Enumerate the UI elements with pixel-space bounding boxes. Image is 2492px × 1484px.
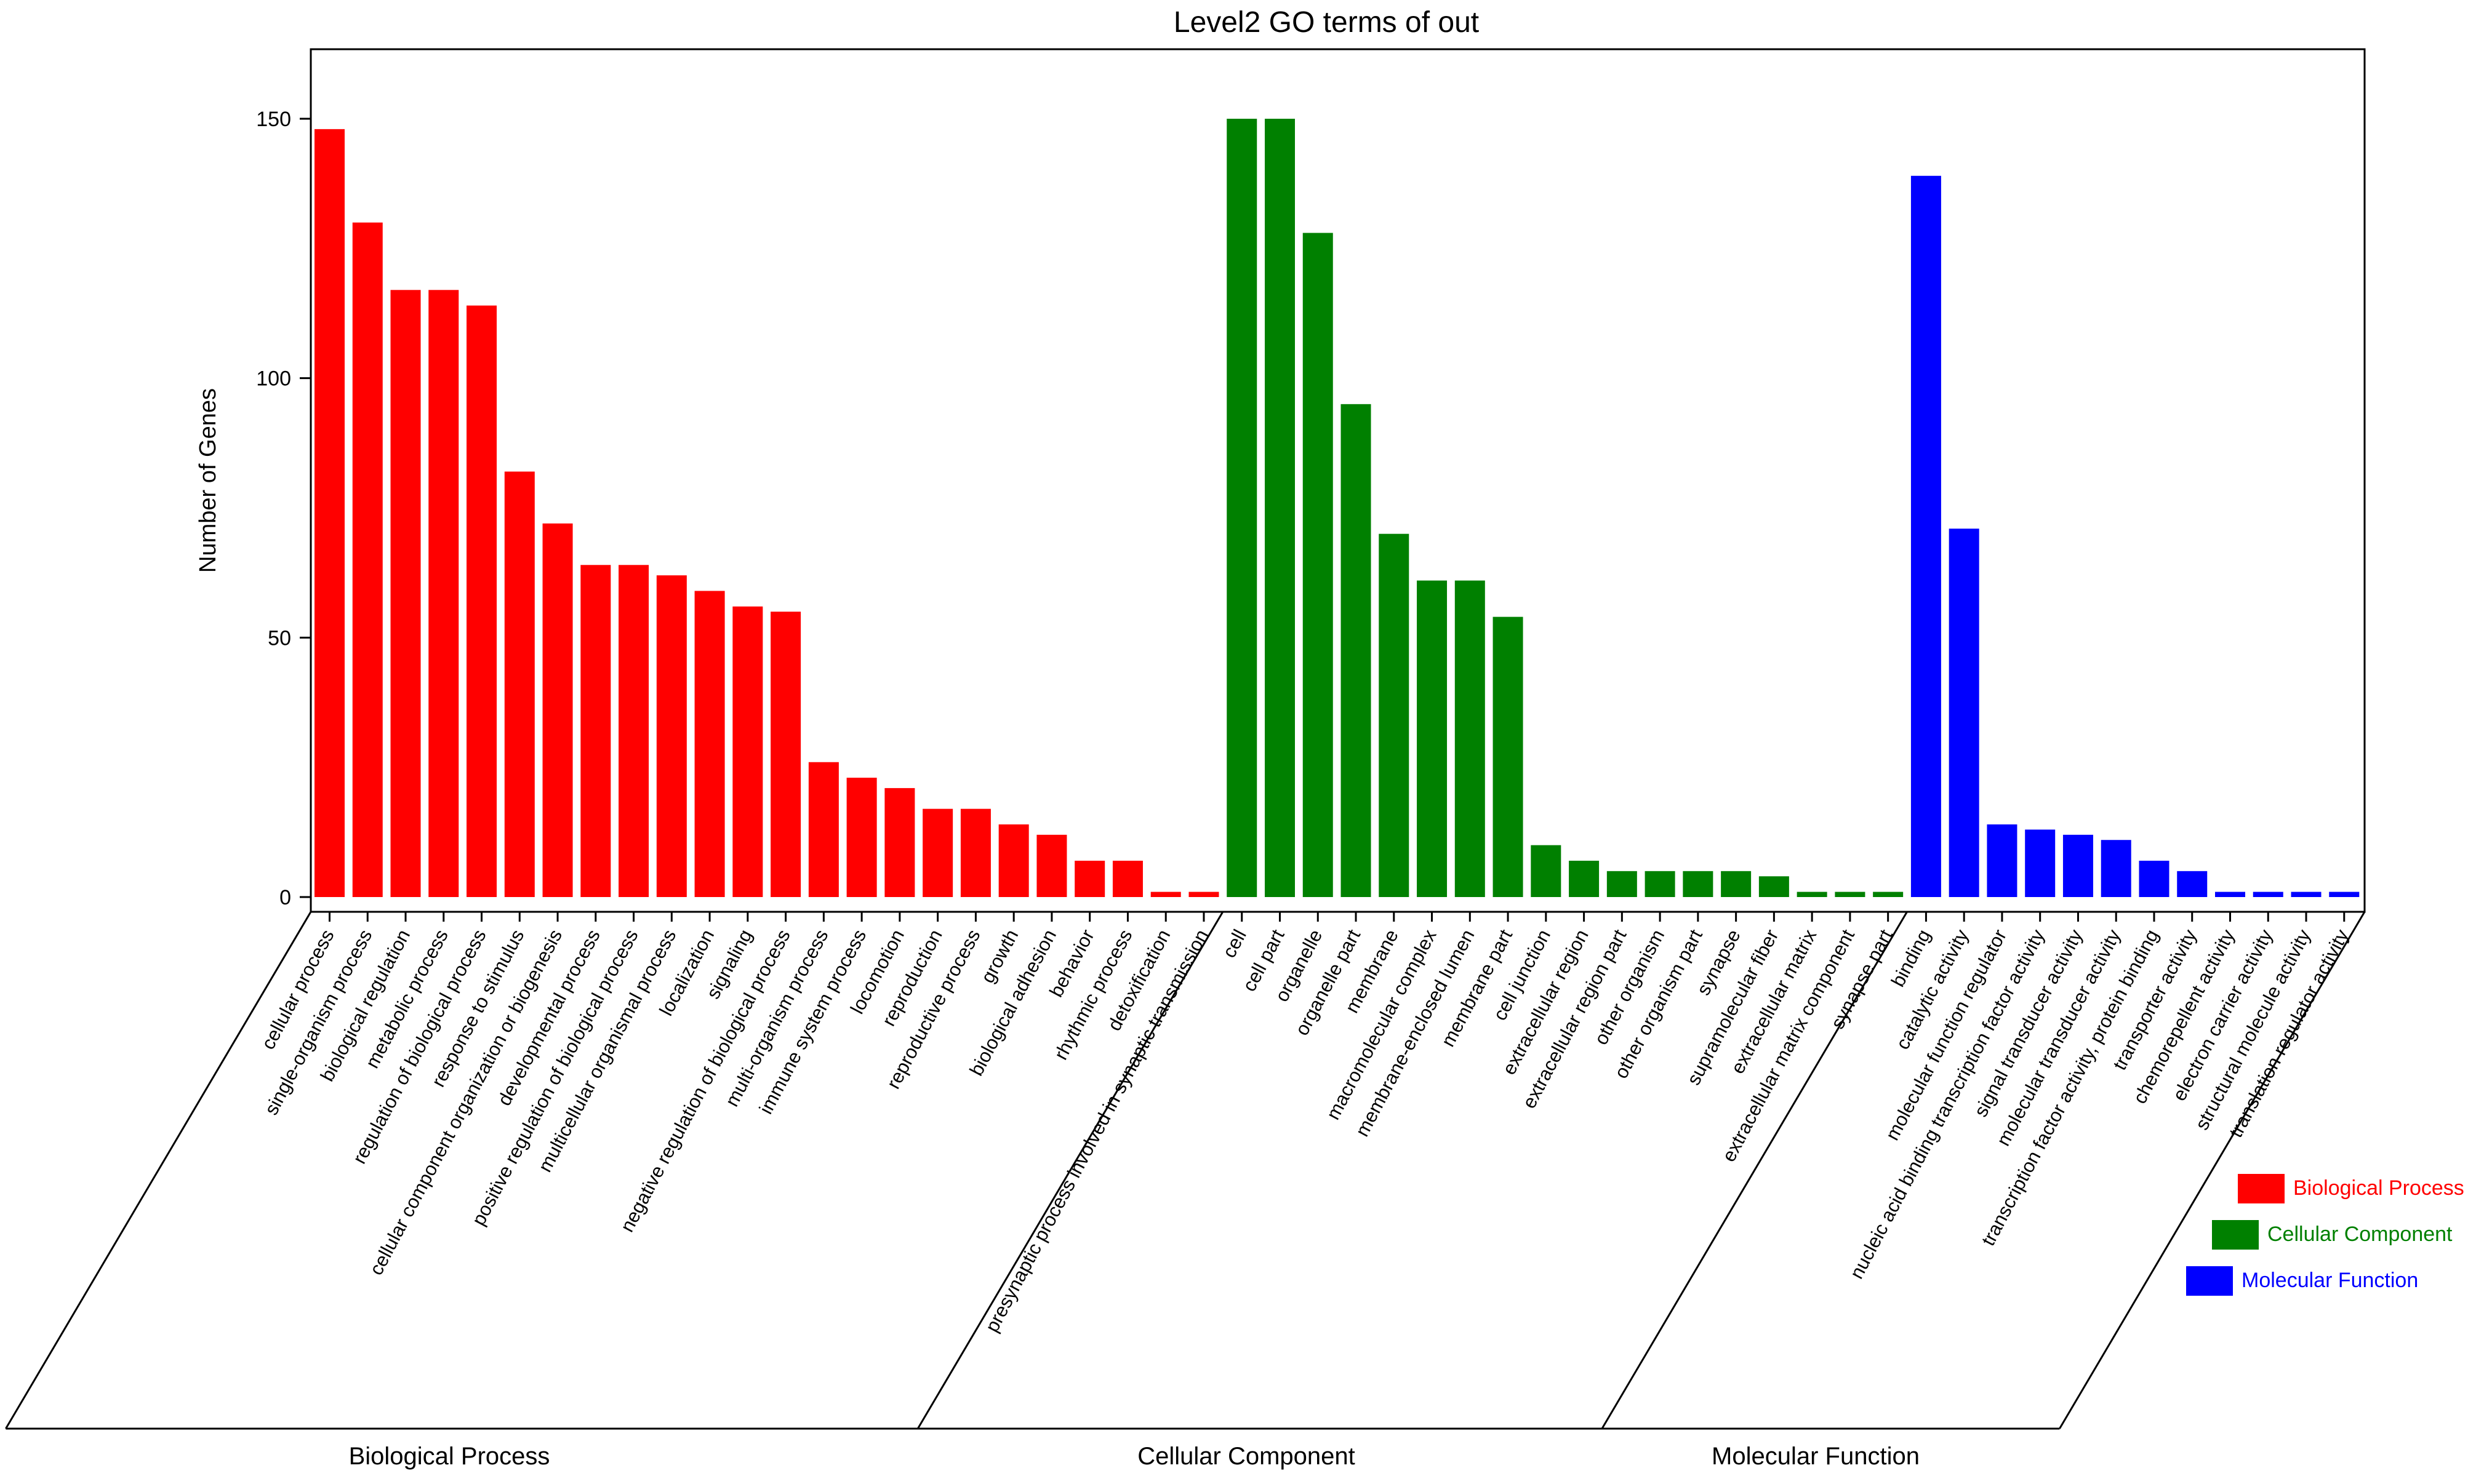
plot-frame <box>310 48 2366 913</box>
y-tick-label: 100 <box>256 367 291 391</box>
bar-other-organism <box>1645 871 1675 897</box>
bar-growth <box>998 824 1029 897</box>
bar-biological-regulation <box>390 290 421 897</box>
bar-signal-transducer-activity <box>2062 834 2093 897</box>
bar-multi-organism-process <box>808 762 839 897</box>
bar-cell-part <box>1265 119 1295 897</box>
ontology-separator <box>1601 911 1908 1429</box>
ontology-separator <box>5 911 312 1429</box>
bar-membrane-part <box>1492 616 1523 897</box>
bar-cellular-process <box>315 129 345 897</box>
bar-extracellular-region-part <box>1606 871 1637 897</box>
legend-label-biological-process: Biological Process <box>2293 1176 2464 1200</box>
bar-developmental-process <box>580 565 611 897</box>
bar-synapse-part <box>1873 892 1904 897</box>
bar-metabolic-process <box>428 290 459 897</box>
bar-nucleic-acid-binding-transcription-factor-activity <box>2025 829 2056 897</box>
bar-translation-regulator-activity <box>2329 892 2360 897</box>
bar-binding <box>1910 175 1941 898</box>
bar-biological-adhesion <box>1036 834 1067 897</box>
bar-structural-molecule-activity <box>2291 892 2322 897</box>
bar-signaling <box>732 606 763 897</box>
bar-positive-regulation-of-biological-process <box>619 565 649 897</box>
bar-synapse <box>1721 871 1752 897</box>
bar-regulation-of-biological-process <box>467 305 497 898</box>
bar-cellular-component-organization-or-biogenesis <box>542 523 573 897</box>
bar-extracellular-matrix-component <box>1835 892 1865 897</box>
bar-chemorepellent-activity <box>2215 892 2245 897</box>
bar-extracellular-matrix <box>1797 892 1827 897</box>
bar-negative-regulation-of-biological-process <box>771 612 801 897</box>
bar-reproductive-process <box>960 808 991 897</box>
bar-immune-system-process <box>846 778 877 897</box>
bar-other-organism-part <box>1683 871 1713 897</box>
bar-reproduction <box>923 808 953 897</box>
bar-membrane-enclosed-lumen <box>1454 580 1485 897</box>
bar-cell-junction <box>1531 845 1561 897</box>
y-tick-label: 50 <box>268 626 291 650</box>
ontology-label-cellular-component: Cellular Component <box>1137 1443 1355 1470</box>
legend-swatch-molecular-function <box>2186 1266 2233 1296</box>
y-axis: 0 50 100 150 <box>256 108 311 909</box>
bar-presynaptic-process-involved-in-synaptic-transmission <box>1188 892 1219 897</box>
bar-macromolecular-complex <box>1417 580 1448 897</box>
legend-label-cellular-component: Cellular Component <box>2267 1223 2453 1246</box>
bar-response-to-stimulus <box>504 471 535 897</box>
bar-locomotion <box>884 788 915 897</box>
ontology-label-molecular-function: Molecular Function <box>1712 1443 1920 1470</box>
ontology-separator <box>916 911 1224 1429</box>
bar-electron-carrier-activity <box>2253 892 2283 897</box>
ontology-separator <box>2059 911 2366 1429</box>
bar-behavior <box>1075 860 1105 897</box>
bar-multicellular-organismal-process <box>656 575 687 897</box>
bar-single-organism-process <box>352 222 383 898</box>
bar-extracellular-region <box>1569 860 1600 897</box>
legend-swatch-cellular-component <box>2212 1220 2259 1250</box>
bar-organelle <box>1302 233 1333 897</box>
bar-localization <box>694 591 725 897</box>
bar-catalytic-activity <box>1949 529 1979 897</box>
bar-detoxification <box>1150 892 1181 897</box>
y-tick-label: 0 <box>279 886 291 909</box>
bar-molecular-transducer-activity <box>2101 840 2131 897</box>
bars-layer <box>315 119 2360 898</box>
ontology-label-biological-process: Biological Process <box>349 1443 550 1470</box>
bar-membrane <box>1379 533 1409 897</box>
bar-rhythmic-process <box>1112 860 1143 897</box>
bar-molecular-function-regulator <box>1987 824 2017 897</box>
legend-swatch-biological-process <box>2238 1174 2285 1203</box>
bar-cell <box>1227 119 1257 897</box>
chart-title: Level2 GO terms of out <box>1174 6 1479 39</box>
bar-organelle-part <box>1340 404 1371 897</box>
y-axis-label: Number of Genes <box>195 388 221 573</box>
y-tick-label: 150 <box>256 108 291 131</box>
legend-label-molecular-function: Molecular Function <box>2242 1269 2418 1292</box>
bar-transcription-factor-activity-protein-binding <box>2139 860 2169 897</box>
x-tick-label: cell <box>1218 926 1251 962</box>
legend: Biological Process Cellular Component Mole… <box>2186 1174 2464 1296</box>
bar-supramolecular-fiber <box>1758 876 1789 897</box>
bar-transporter-activity <box>2177 871 2208 897</box>
